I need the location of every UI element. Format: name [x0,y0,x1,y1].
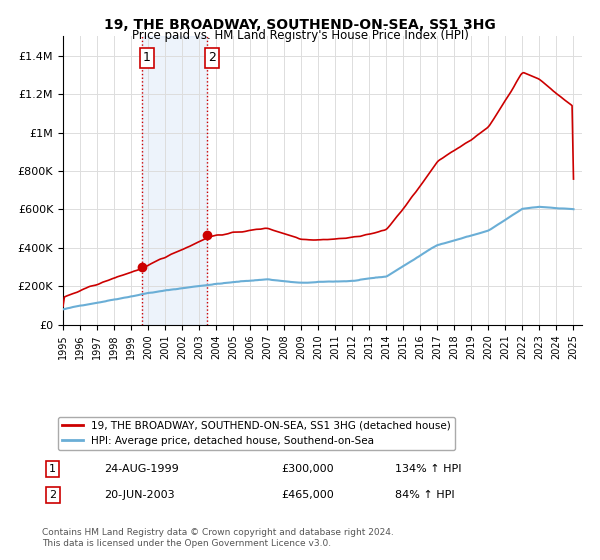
Text: 134% ↑ HPI: 134% ↑ HPI [395,464,461,474]
Text: Price paid vs. HM Land Registry's House Price Index (HPI): Price paid vs. HM Land Registry's House … [131,29,469,42]
Legend: 19, THE BROADWAY, SOUTHEND-ON-SEA, SS1 3HG (detached house), HPI: Average price,: 19, THE BROADWAY, SOUTHEND-ON-SEA, SS1 3… [58,417,455,450]
Text: 2: 2 [49,490,56,500]
Text: 1: 1 [49,464,56,474]
Text: £300,000: £300,000 [281,464,334,474]
Bar [142,36,207,325]
Text: 19, THE BROADWAY, SOUTHEND-ON-SEA, SS1 3HG: 19, THE BROADWAY, SOUTHEND-ON-SEA, SS1 3… [104,18,496,32]
Text: 1: 1 [143,52,151,64]
Text: 20-JUN-2003: 20-JUN-2003 [104,490,175,500]
Text: £465,000: £465,000 [281,490,334,500]
Text: 2: 2 [208,52,216,64]
Text: 24-AUG-1999: 24-AUG-1999 [104,464,179,474]
Text: 84% ↑ HPI: 84% ↑ HPI [395,490,455,500]
Text: Contains HM Land Registry data © Crown copyright and database right 2024.
This d: Contains HM Land Registry data © Crown c… [42,528,394,548]
